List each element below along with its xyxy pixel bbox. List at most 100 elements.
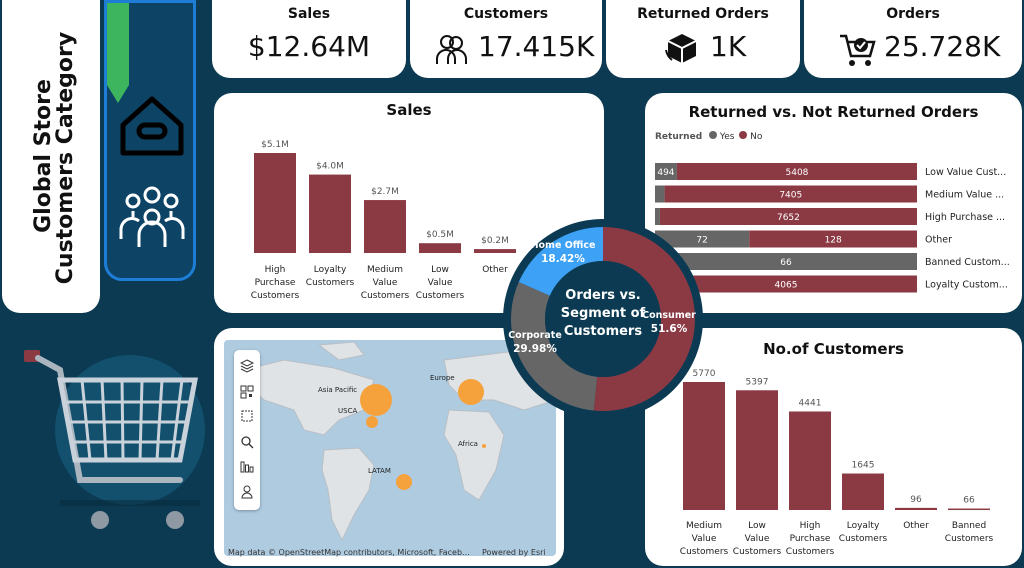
customers-bar[interactable]: [895, 507, 937, 510]
bubble-latam[interactable]: [396, 474, 412, 490]
returned-category-label: Banned Custom...: [925, 257, 1010, 268]
returned-no-bar[interactable]: [749, 230, 917, 248]
kpi-orders: Orders 25.728K: [804, 0, 1022, 78]
sales-bar[interactable]: [309, 174, 351, 253]
returned-legend: Returned Yes No: [655, 131, 762, 142]
sales-data-label: $0.2M: [481, 236, 509, 246]
returned-no-bar[interactable]: [655, 275, 917, 293]
return-box-icon: [664, 30, 700, 70]
sales-chart-title: Sales: [386, 101, 432, 119]
returned-yes-bar[interactable]: [655, 163, 677, 180]
cart-check-icon: [838, 32, 876, 72]
sales-category-label: Loyalty Customers: [306, 265, 355, 288]
returned-no-bar[interactable]: [676, 163, 917, 180]
person-icon[interactable]: [240, 484, 254, 499]
donut-slice-value: 51.6%: [651, 323, 688, 335]
sales-category-label: Medium Value Customers: [361, 265, 410, 301]
sales-data-label: $5.1M: [261, 140, 289, 150]
returned-yes-label: 72: [696, 236, 707, 246]
map-powered-by: Powered by Esri: [482, 548, 546, 557]
customers-chart-card: No.of Customers 5770 Medium Value Customers…: [645, 328, 1022, 566]
returned-yes-label: 494: [657, 168, 674, 178]
donut-slice[interactable]: [593, 227, 696, 411]
kpi-returned-label: Returned Orders: [637, 6, 769, 22]
layers-icon[interactable]: [239, 358, 255, 373]
returned-no-label: 128: [825, 236, 842, 246]
sales-data-label: $4.0M: [316, 162, 344, 172]
customers-data-label: 66: [963, 496, 975, 506]
returned-no-bar[interactable]: [659, 208, 917, 225]
customers-bar[interactable]: [683, 382, 725, 510]
home-icon[interactable]: [117, 89, 187, 159]
map-view[interactable]: Asia Pacific USCA Europe Africa LATAM: [224, 340, 556, 556]
donut-center-title: Orders vs. Segment of Customers: [560, 288, 646, 339]
rect-select-icon[interactable]: [240, 408, 254, 422]
bubble-africa[interactable]: [482, 444, 486, 448]
customers-chart-title: No.of Customers: [763, 340, 904, 358]
qr-select-icon[interactable]: [240, 384, 254, 399]
kpi-returned: Returned Orders 1K: [606, 0, 800, 78]
donut-slice[interactable]: [518, 227, 603, 296]
sales-category-label: Other: [482, 265, 508, 275]
sales-category-label: High Purchase Customers: [251, 265, 300, 301]
map-card: Asia Pacific USCA Europe Africa LATAM Ma…: [214, 328, 564, 566]
customers-icon: [434, 32, 468, 70]
returned-yes-bar[interactable]: [655, 230, 750, 248]
returned-chart-card: Returned vs. Not Returned Orders Returne…: [645, 93, 1022, 313]
map-attribution: Map data © OpenStreetMap contributors, M…: [228, 548, 470, 557]
returned-category-label: Other: [925, 235, 952, 246]
customers-category-label: Other: [903, 521, 929, 531]
kpi-orders-label: Orders: [886, 6, 940, 22]
donut-slice[interactable]: [511, 282, 598, 411]
customers-bar[interactable]: [842, 473, 884, 510]
nav-panel: [104, 0, 196, 281]
title-panel: Global Store Customers Category: [2, 0, 100, 313]
bubble-usca[interactable]: [366, 416, 378, 428]
customers-bar[interactable]: [789, 411, 831, 510]
legend-no[interactable]: No: [750, 132, 763, 142]
kpi-sales-value: $12.64M: [247, 30, 371, 63]
returned-no-label: 7405: [779, 191, 802, 201]
people-group-icon[interactable]: [115, 181, 189, 255]
returned-yes-bar[interactable]: [655, 208, 660, 225]
sales-category-label: Low Value Customers: [416, 265, 465, 301]
returned-category-label: High Purchase ...: [925, 212, 1005, 223]
bubble-europe[interactable]: [458, 379, 484, 405]
customers-category-label: Low Value Customers: [733, 521, 782, 557]
map-label-europe: Europe: [430, 374, 455, 382]
sales-bar-chart: $5.1M High Purchase Customers $4.0M Loyalty Cu…: [251, 140, 516, 301]
customers-category-label: Banned Customers: [945, 521, 994, 544]
donut-slice-value: 18.42%: [541, 253, 585, 265]
returned-no-bar[interactable]: [664, 185, 917, 203]
search-icon[interactable]: [240, 434, 254, 449]
map-toolbar: [234, 350, 260, 510]
customers-data-label: 5397: [746, 377, 769, 387]
bar-chart-icon[interactable]: [240, 458, 254, 473]
sales-bar[interactable]: [364, 200, 406, 253]
sales-bar[interactable]: [254, 153, 296, 253]
sales-data-label: $0.5M: [426, 230, 454, 240]
segment-donut: Consumer 51.6% Corporate 29.98% Home Office 1…: [503, 219, 703, 419]
kpi-customers-value: 17.415K: [478, 30, 595, 63]
returned-category-label: Low Value Cust...: [925, 167, 1006, 178]
customers-data-label: 1645: [852, 461, 875, 471]
kpi-returned-value: 1K: [710, 30, 747, 63]
returned-yes-bar[interactable]: [655, 185, 665, 203]
map-label-africa: Africa: [458, 440, 478, 448]
map-label-asia-pacific: Asia Pacific: [318, 386, 358, 394]
customers-category-label: High Purchase Customers: [786, 521, 835, 557]
bubble-asia-pacific[interactable]: [360, 384, 392, 416]
returned-yes-label: 66: [780, 258, 792, 268]
returned-no-label: 5408: [786, 168, 809, 178]
customers-bar[interactable]: [948, 508, 990, 511]
kpi-sales-label: Sales: [287, 6, 331, 22]
returned-category-label: Loyalty Custom...: [925, 280, 1008, 291]
sales-chart-card: Sales $5.1M High Purchase Customers $4.0M Loy…: [214, 93, 604, 313]
sales-bar[interactable]: [419, 243, 461, 253]
legend-yes[interactable]: Yes: [719, 132, 735, 142]
returned-yes-bar[interactable]: [655, 253, 917, 270]
sales-bar[interactable]: [474, 249, 516, 253]
legend-yes-dot: [709, 131, 718, 139]
customers-bar[interactable]: [736, 390, 778, 510]
donut-slice-name: Corporate: [508, 330, 562, 341]
